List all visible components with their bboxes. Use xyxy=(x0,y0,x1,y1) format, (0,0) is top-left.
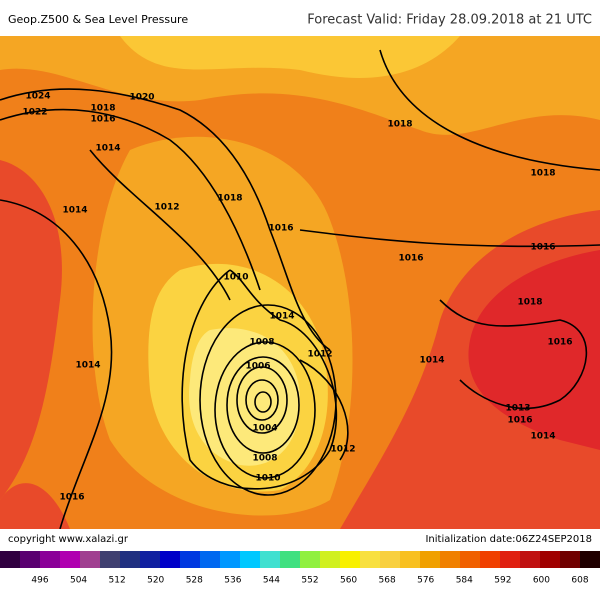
colorbar-cell xyxy=(400,551,421,568)
isobar-label: 1018 xyxy=(530,169,555,179)
colorbar-cell xyxy=(540,551,561,568)
colorbar-cell xyxy=(0,551,21,568)
colorbar-label: 504 xyxy=(70,576,87,586)
isobar-label: 1024 xyxy=(25,92,50,102)
isobar-label: 1014 xyxy=(269,312,294,322)
isobar-label: 1010 xyxy=(255,474,280,484)
colorbar-cell xyxy=(580,551,600,568)
isobar-label: 1016 xyxy=(90,115,115,125)
colorbar-label: 576 xyxy=(417,576,434,586)
colorbar-label: 608 xyxy=(571,576,588,586)
colorbar-cell xyxy=(300,551,321,568)
colorbar-label: 568 xyxy=(379,576,396,586)
colorbar-cell xyxy=(100,551,121,568)
isobar-label: 1018 xyxy=(217,194,242,204)
colorbar-cell xyxy=(220,551,241,568)
colorbar-cell xyxy=(460,551,481,568)
isobar-label: 1016 xyxy=(547,338,572,348)
colorbar-label: 600 xyxy=(533,576,550,586)
isobar-label: 1014 xyxy=(62,206,87,216)
isobar-label: 1006 xyxy=(245,362,270,372)
isobar-label: 1012 xyxy=(307,350,332,360)
isobar-label: 1018 xyxy=(517,298,542,308)
isobar-label: 1014 xyxy=(95,144,120,154)
isobar-label: 1012 xyxy=(154,203,179,213)
colorbar-cell xyxy=(420,551,441,568)
isobar-label: 1020 xyxy=(129,93,154,103)
isobar-label: 1022 xyxy=(22,108,47,118)
colorbar-label: 512 xyxy=(109,576,126,586)
colorbar-label: 496 xyxy=(31,576,48,586)
colorbar-cell xyxy=(60,551,81,568)
colorbar-cell xyxy=(500,551,521,568)
colorbar-label: 552 xyxy=(301,576,318,586)
colorbar-cell xyxy=(20,551,41,568)
copyright: copyright www.xalazi.gr xyxy=(8,534,129,545)
colorbar-label: 592 xyxy=(494,576,511,586)
colorbar-label: 528 xyxy=(186,576,203,586)
isobar-label: 1016 xyxy=(398,254,423,264)
isobar-label: 1016 xyxy=(530,243,555,253)
colorbar-cell xyxy=(520,551,541,568)
colorbar-cell xyxy=(280,551,301,568)
isobar-label: 1016 xyxy=(507,416,532,426)
colorbar-cell xyxy=(340,551,361,568)
colorbar-label: 560 xyxy=(340,576,357,586)
colorbar-cell xyxy=(260,551,281,568)
isobar-label: 1018 xyxy=(90,104,115,114)
colorbar-cell xyxy=(360,551,381,568)
colorbar-cell xyxy=(480,551,501,568)
colorbar-cell xyxy=(180,551,201,568)
map-title: Geop.Z500 & Sea Level Pressure xyxy=(8,13,188,26)
colorbar-cell xyxy=(320,551,341,568)
isobar-label: 1004 xyxy=(252,424,277,434)
isobar-label: 1014 xyxy=(530,432,555,442)
isobar-label: 1008 xyxy=(249,338,274,348)
colorbar-label: 584 xyxy=(456,576,473,586)
colorbar-cell xyxy=(120,551,141,568)
init-date: Initialization date:06Z24SEP2018 xyxy=(425,534,592,545)
isobar-label: 1018 xyxy=(387,120,412,130)
isobar-label: 1013 xyxy=(505,404,530,414)
colorbar-cell xyxy=(140,551,161,568)
isobar-label: 1016 xyxy=(268,224,293,234)
isobar-label: 1010 xyxy=(223,273,248,283)
colorbar-cell xyxy=(40,551,61,568)
colorbar-cell xyxy=(240,551,261,568)
forecast-valid: Forecast Valid: Friday 28.09.2018 at 21 … xyxy=(307,13,592,28)
isobar-label: 1016 xyxy=(59,493,84,503)
isobar-label: 1008 xyxy=(252,454,277,464)
colorbar-label: 544 xyxy=(263,576,280,586)
colorbar-cell xyxy=(200,551,221,568)
isobar-label: 1014 xyxy=(75,361,100,371)
colorbar-cell xyxy=(80,551,101,568)
colorbar-cell xyxy=(160,551,181,568)
colorbar-cell xyxy=(380,551,401,568)
isobar-label: 1014 xyxy=(419,356,444,366)
isobar-label: 1012 xyxy=(330,445,355,455)
map xyxy=(0,36,600,529)
colorbar-label: 520 xyxy=(147,576,164,586)
colorbar-cell xyxy=(440,551,461,568)
colorbar-cell xyxy=(560,551,581,568)
colorbar-label: 536 xyxy=(224,576,241,586)
